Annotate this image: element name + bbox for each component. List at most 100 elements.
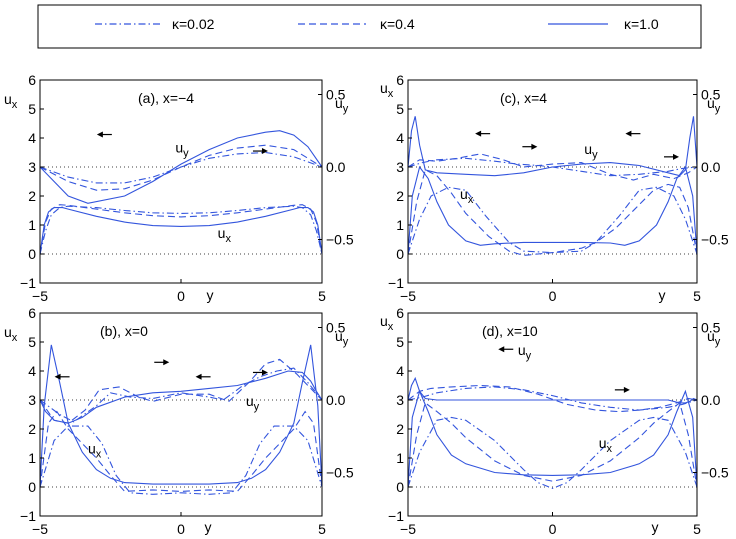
panel-title: (a), x=−4 (138, 90, 194, 106)
y-axis-right-label: uy (707, 328, 721, 348)
y-axis-left-label: ux (380, 313, 394, 333)
direction-arrow-right (663, 153, 679, 160)
curve-annotation: ux (218, 225, 232, 245)
x-tick-label: −5 (400, 521, 416, 537)
curve-annotation-main: u (584, 141, 592, 157)
x-tick-label: 0 (549, 288, 557, 304)
series-line (40, 370, 322, 424)
right-tick-label: −0.5 (701, 232, 729, 248)
right-tick-label: 0.5 (326, 320, 346, 336)
y-axis-left-label-sub: x (388, 88, 394, 100)
series-line (40, 410, 322, 492)
series-line (408, 416, 697, 489)
left-tick-label: 1 (28, 450, 36, 466)
legend-label: κ=1.0 (624, 16, 659, 32)
series-line (40, 425, 322, 495)
curve-annotation-sub: y (592, 149, 598, 161)
y-axis-right-label: uy (335, 328, 349, 348)
panel-title: (b), x=0 (100, 323, 148, 339)
arrow-head (625, 130, 632, 137)
y-axis-left-label-main: u (380, 313, 388, 329)
left-tick-label: 0 (28, 479, 36, 495)
y-axis-left-label-sub: x (388, 321, 394, 333)
series-line (408, 186, 697, 255)
left-tick-label: −1 (388, 275, 404, 291)
left-tick-label: 2 (396, 421, 404, 437)
series-line (40, 367, 322, 423)
right-tick-label: −0.5 (701, 465, 729, 481)
curve-annotation-sub: x (468, 194, 474, 206)
right-tick-label: 0.0 (326, 392, 346, 408)
direction-arrow-right (614, 386, 630, 393)
left-tick-label: 5 (28, 334, 36, 350)
y-axis-right-label-main: u (707, 95, 715, 111)
direction-arrow-left (195, 373, 211, 380)
curve-annotation-sub: x (607, 443, 613, 455)
right-tick-label: 0.5 (701, 320, 721, 336)
curve-annotation-sub: x (96, 449, 102, 461)
curve-annotation-sub: y (526, 350, 532, 362)
direction-arrow-right (252, 148, 268, 155)
series-line (40, 344, 322, 488)
x-tick-label: 0 (177, 521, 185, 537)
y-axis-left-label-main: u (4, 91, 12, 107)
left-tick-label: 2 (28, 421, 36, 437)
y-axis-left-label-sub: x (12, 332, 18, 344)
series-line (40, 151, 322, 184)
left-tick-label: 1 (28, 217, 36, 233)
direction-arrow-left (475, 130, 491, 137)
curve-annotation-main: u (599, 435, 607, 451)
left-tick-label: −1 (388, 508, 404, 524)
y-axis-right-label: uy (335, 95, 349, 115)
legend: κ=0.02 κ=0.4 κ=1.0 (37, 4, 702, 49)
direction-arrow-left (96, 131, 112, 138)
y-axis-right-label-main: u (335, 328, 343, 344)
left-tick-label: 0 (28, 246, 36, 262)
left-tick-label: 4 (396, 363, 404, 379)
series-line (408, 169, 697, 256)
series-line (40, 207, 322, 255)
x-tick-label: 5 (693, 288, 701, 304)
curve-annotation-main: u (88, 441, 96, 457)
x-tick-label: 5 (318, 521, 326, 537)
series-line (408, 376, 697, 404)
panel-title: (c), x=4 (500, 90, 547, 106)
arrow-head (672, 153, 679, 160)
right-tick-label: −0.5 (326, 232, 354, 248)
arrow-head (475, 130, 482, 137)
series-line (408, 401, 697, 488)
curve-annotation-main: u (218, 225, 226, 241)
x-tick-label: −5 (400, 288, 416, 304)
series-group (408, 116, 697, 256)
left-tick-label: 2 (28, 188, 36, 204)
series-group (40, 344, 322, 495)
arrow-head (54, 373, 61, 380)
right-tick-label: 0.0 (701, 159, 721, 175)
y-axis-right-label-sub: y (715, 103, 721, 115)
x-tick-label: −5 (32, 288, 48, 304)
series-line (408, 389, 697, 488)
arrow-head (163, 359, 170, 366)
curve-annotation-main: u (460, 186, 468, 202)
series-line (40, 358, 322, 424)
y-axis-left-label: ux (4, 324, 18, 344)
direction-arrow-right (252, 369, 268, 376)
left-tick-label: 3 (396, 159, 404, 175)
left-tick-label: −1 (20, 508, 36, 524)
left-tick-label: 1 (396, 217, 404, 233)
left-tick-label: 4 (28, 363, 36, 379)
left-tick-label: 3 (396, 392, 404, 408)
arrow-head (96, 131, 103, 138)
x-tick-label: −5 (32, 521, 48, 537)
curve-annotation: uy (584, 141, 598, 161)
x-axis-label: y (659, 287, 666, 303)
left-tick-label: 6 (28, 305, 36, 321)
panel-title: (d), x=10 (482, 323, 538, 339)
arrow-head (498, 346, 505, 353)
curve-annotation: uy (175, 140, 189, 160)
left-tick-label: 4 (396, 130, 404, 146)
left-tick-label: 6 (28, 72, 36, 88)
direction-arrow-left (625, 130, 641, 137)
